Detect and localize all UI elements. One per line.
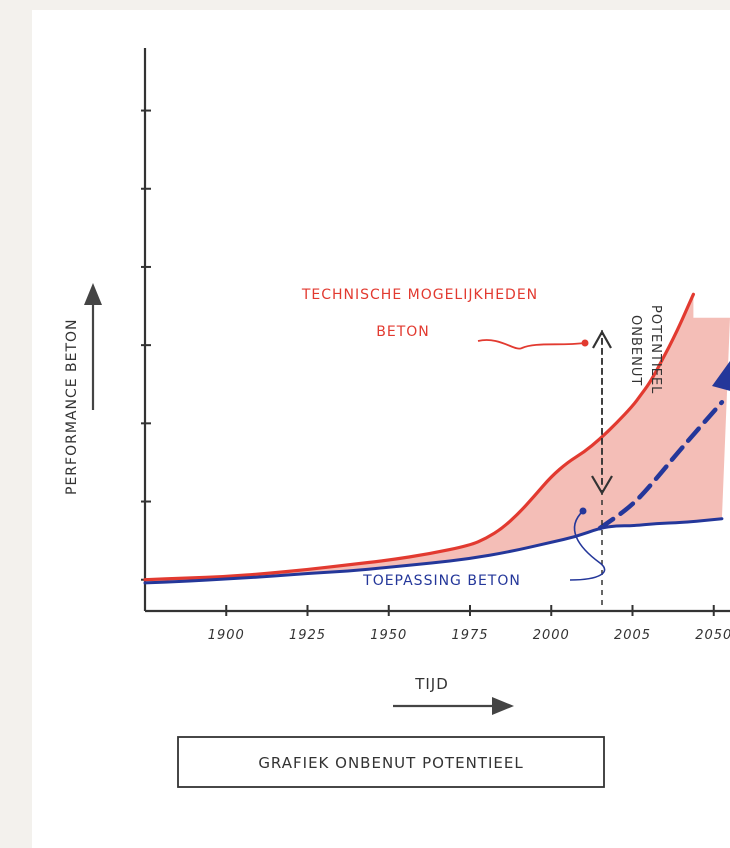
trend-arrow-head xyxy=(712,361,730,391)
gap-arrow-head-up xyxy=(592,329,612,349)
tech-label-leader xyxy=(477,339,586,350)
series-line-toepassing xyxy=(143,517,724,585)
series-line-technische-mogelijkheden xyxy=(143,292,695,582)
chart-title: GRAFIEK ONBENUT POTENTIEEL xyxy=(258,754,523,772)
x-tick-label: 1950 xyxy=(370,628,407,643)
trend-line-dashed xyxy=(597,399,725,531)
x-tick-label: 1900 xyxy=(208,628,245,643)
series-label-tech-line2: BETON xyxy=(376,324,430,340)
toep-label-leader xyxy=(569,510,606,581)
x-tick-labels: 1900 1925 1950 1975 2000 2005 2050 xyxy=(208,628,730,643)
x-tick-label: 2005 xyxy=(614,628,651,643)
gap-label-line2: POTENTIEEL xyxy=(648,305,663,394)
x-tick-label: 2000 xyxy=(533,628,570,643)
title-box xyxy=(177,736,605,788)
gap-arrow-head-down xyxy=(591,475,613,496)
series-label-toep: TOEPASSING BETON xyxy=(362,573,521,589)
x-axis-label: TIJD xyxy=(414,675,449,693)
y-axis-label: PERFORMANCE BETON xyxy=(64,318,80,495)
x-tick-label: 1975 xyxy=(451,628,488,643)
x-tick-label: 1925 xyxy=(289,628,326,643)
x-axis-arrow-head xyxy=(492,697,514,715)
x-tick-label: 2050 xyxy=(695,628,730,643)
x-ticks xyxy=(225,605,715,616)
series-label-tech-line1: TECHNISCHE MOGELIJKHEDEN xyxy=(301,287,538,303)
gap-label-line1: ONBENUT xyxy=(628,315,643,386)
y-axis-arrow-head xyxy=(84,283,102,305)
